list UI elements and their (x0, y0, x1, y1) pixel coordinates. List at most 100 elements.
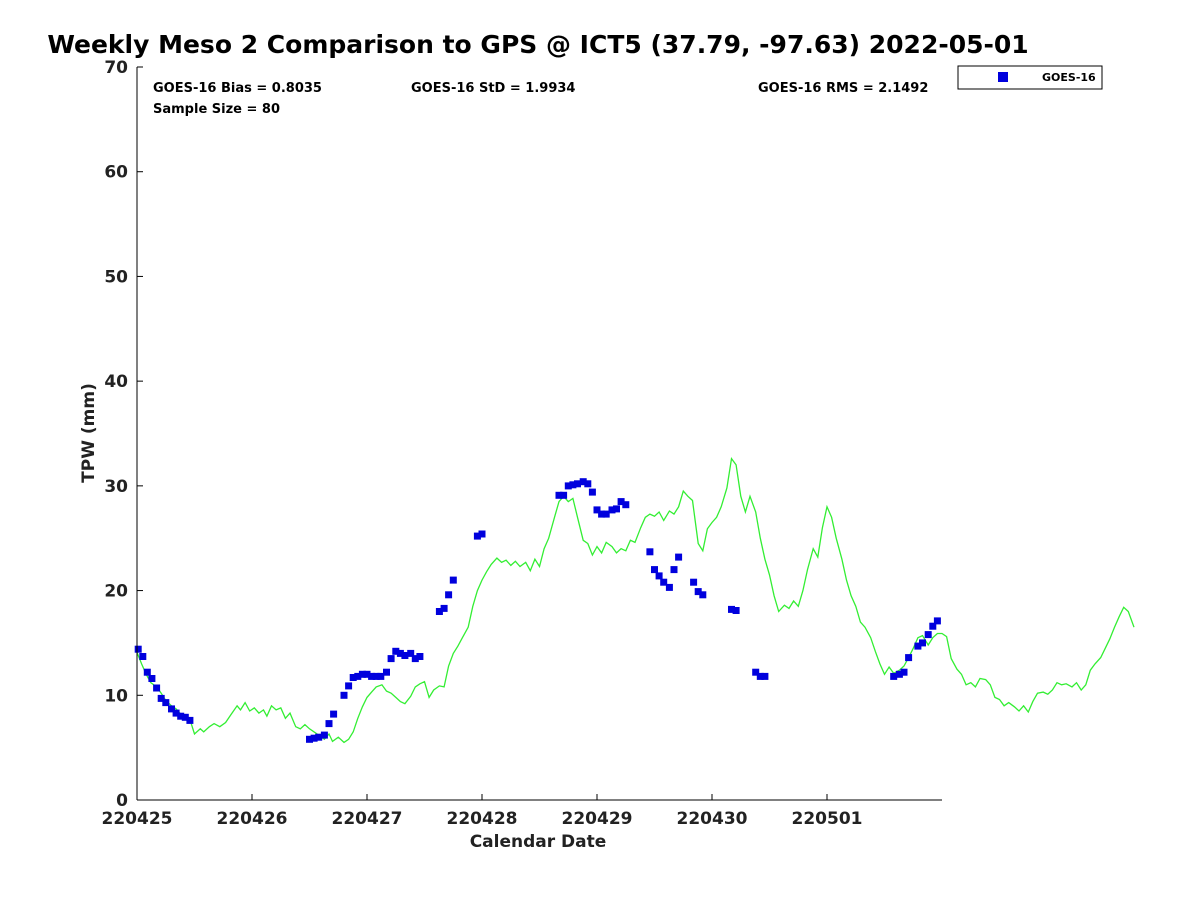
x-tick-label: 220427 (332, 809, 403, 829)
goes16-data-point (372, 672, 380, 680)
goes16-data-point (392, 647, 400, 655)
goes16-data-point (929, 622, 937, 630)
y-tick-label: 50 (104, 267, 128, 287)
goes16-data-point (368, 672, 376, 680)
goes16-data-point (584, 480, 592, 488)
gps-series-line-group (136, 456, 1135, 744)
legend-label-goes16: GOES-16 (1042, 71, 1096, 84)
goes16-data-point (186, 716, 194, 724)
goes16-data-point (349, 674, 357, 681)
stat-std: GOES-16 StD = 1.9934 (411, 81, 575, 96)
goes16-data-point (579, 478, 587, 486)
goes16-data-point (752, 668, 760, 676)
goes16-data-point (325, 720, 333, 728)
goes16-data-point (172, 709, 180, 717)
goes16-data-point (411, 655, 419, 663)
goes16-data-point (622, 501, 630, 509)
gps-series-line (136, 456, 1135, 744)
y-axis-label: TPW (mm) (79, 383, 99, 483)
goes16-data-point (598, 510, 606, 518)
y-tick-label: 40 (104, 372, 128, 392)
goes16-data-point (377, 672, 385, 680)
goes16-data-point (473, 532, 481, 540)
goes16-data-point (440, 604, 448, 612)
x-tick-label: 220425 (102, 809, 173, 829)
goes16-data-point (139, 653, 147, 660)
stat-sample-size: Sample Size = 80 (153, 102, 280, 117)
goes16-data-point (593, 506, 601, 514)
goes16-data-point (383, 668, 390, 676)
goes16-data-point (310, 734, 318, 742)
goes16-data-point (320, 731, 328, 739)
goes16-data-point (933, 617, 941, 625)
goes16-data-point (354, 672, 362, 680)
goes16-data-point (655, 572, 663, 580)
goes16-data-point (478, 530, 486, 538)
goes16-data-point (617, 498, 625, 506)
goes16-data-point (345, 682, 353, 690)
goes16-data-point (134, 645, 142, 653)
x-tick-label: 220429 (562, 809, 633, 829)
y-tick-label: 70 (104, 58, 128, 78)
goes16-data-point (569, 481, 577, 489)
goes16-data-point (588, 488, 596, 496)
x-tick-label: 220428 (447, 809, 518, 829)
goes16-data-point (694, 588, 702, 596)
y-axis-ticks: 0 10 20 30 40 50 60 70 (104, 58, 143, 811)
goes16-data-point (396, 649, 404, 657)
goes16-data-point (613, 505, 620, 513)
x-axis-label: Calendar Date (470, 832, 607, 852)
goes16-data-point (924, 631, 932, 639)
x-tick-label: 220426 (217, 809, 288, 829)
x-tick-label: 220501 (792, 809, 863, 829)
goes16-data-point (756, 672, 764, 680)
goes16-data-point (177, 712, 185, 720)
x-axis-ticks: 220425 220426 220427 220428 220429 220430 2205… (102, 794, 863, 829)
goes16-data-point (416, 653, 424, 660)
y-tick-label: 30 (104, 477, 128, 497)
goes16-data-point (555, 491, 563, 499)
stat-bias: GOES-16 Bias = 0.8035 (153, 81, 322, 96)
goes16-data-point (646, 548, 654, 556)
goes16-data-point (143, 668, 151, 676)
goes16-data-point (560, 491, 568, 499)
legend-marker-goes16 (998, 72, 1008, 82)
goes16-data-point (905, 654, 913, 662)
goes16-data-point (153, 684, 161, 692)
goes16-data-point (315, 733, 323, 741)
legend-box (957, 65, 1103, 90)
goes16-data-point (651, 566, 658, 574)
plot-area (137, 67, 942, 800)
goes16-data-point (330, 710, 338, 718)
goes16-data-point (340, 691, 348, 699)
goes16-data-point (890, 672, 898, 680)
goes16-data-point (449, 576, 457, 584)
goes16-data-point (895, 670, 903, 678)
goes16-data-point (761, 672, 769, 680)
goes16-data-point (168, 705, 175, 713)
goes16-series-points (134, 478, 941, 743)
y-tick-label: 10 (104, 686, 128, 706)
goes16-data-point (407, 649, 415, 657)
goes16-data-point (670, 566, 678, 574)
goes16-data-point (181, 713, 189, 721)
goes16-data-point (914, 642, 922, 650)
goes16-data-point (699, 591, 707, 599)
goes16-data-point (900, 668, 908, 676)
goes16-data-point (919, 639, 926, 647)
stat-rms: GOES-16 RMS = 2.1492 (758, 81, 928, 96)
goes16-data-point (358, 670, 366, 678)
goes16-data-point (387, 655, 395, 663)
goes16-data-point (157, 694, 165, 702)
goes16-data-point (602, 510, 610, 518)
goes16-data-point (660, 578, 668, 586)
goes16-data-point (445, 591, 453, 599)
goes16-data-point (690, 578, 698, 586)
goes16-data-point (608, 506, 616, 514)
goes16-data-point (435, 608, 443, 615)
goes16-data-point (162, 699, 170, 707)
goes16-data-point (401, 652, 409, 659)
goes16-data-point (306, 735, 313, 743)
legend: GOES-16 (957, 65, 1103, 90)
